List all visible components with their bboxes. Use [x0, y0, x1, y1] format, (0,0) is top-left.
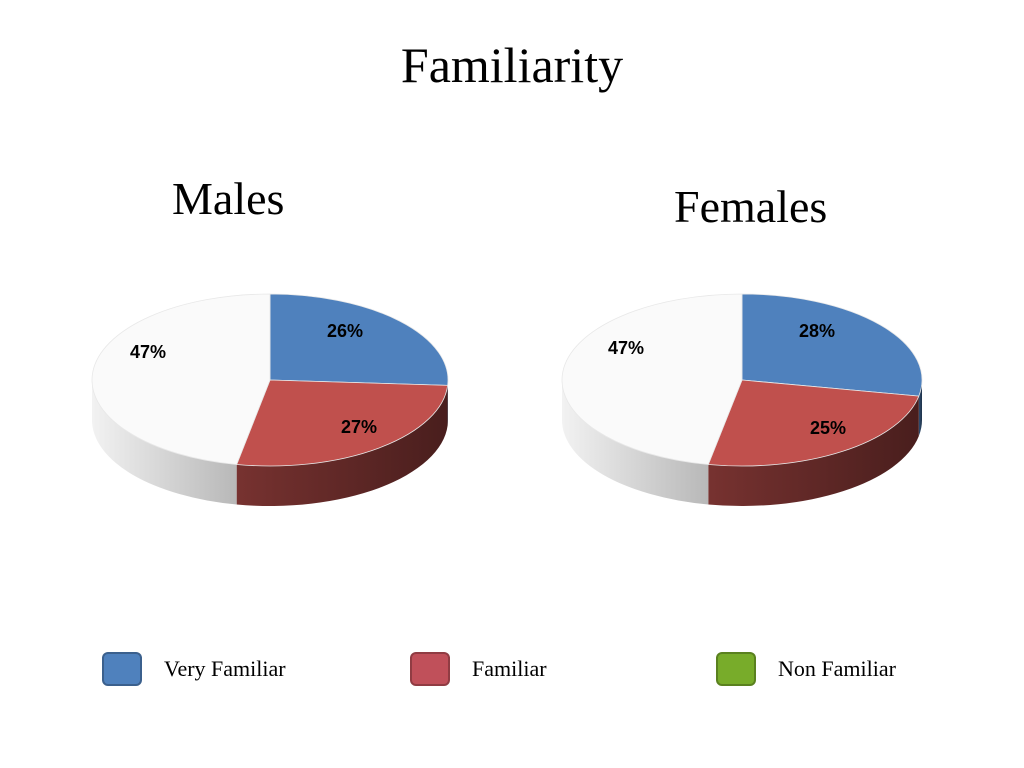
females-side-familiar [708, 396, 919, 507]
females-side-other [562, 380, 709, 505]
legend-swatch-familiar [410, 652, 450, 686]
males-pie: 26% 27% 47% [91, 293, 449, 507]
males-side-other [92, 380, 237, 505]
legend-label-familiar: Familiar [472, 656, 547, 681]
females-slice-other [561, 293, 743, 465]
males-data-label-familiar: 27% [341, 417, 377, 437]
legend: Very Familiar Familiar Non Familiar [0, 650, 1024, 690]
males-chart-title: Males [172, 173, 285, 224]
females-chart-title: Females [674, 181, 828, 232]
legend-item-very-familiar: Very Familiar [102, 650, 286, 688]
females-data-label-familiar: 25% [810, 418, 846, 438]
males-slice-familiar [236, 379, 449, 467]
males-slice-other [91, 293, 271, 465]
legend-item-non-familiar: Non Familiar [716, 650, 896, 688]
legend-swatch-non-familiar [716, 652, 756, 686]
males-side-familiar [236, 385, 448, 507]
females-slice-very-familiar [741, 293, 923, 397]
females-slice-familiar [707, 379, 920, 467]
females-data-label-very-familiar: 28% [799, 321, 835, 341]
females-data-label-other: 47% [608, 338, 644, 358]
legend-swatch-very-familiar [102, 652, 142, 686]
males-slice-very-familiar [269, 293, 449, 386]
page-title: Familiarity [400, 37, 624, 93]
legend-item-familiar: Familiar [410, 650, 547, 688]
legend-label-non-familiar: Non Familiar [778, 656, 896, 681]
legend-label-very-familiar: Very Familiar [164, 656, 286, 681]
males-data-label-other: 47% [130, 342, 166, 362]
females-pie: 28% 25% 47% [561, 293, 923, 507]
males-data-label-very-familiar: 26% [327, 321, 363, 341]
